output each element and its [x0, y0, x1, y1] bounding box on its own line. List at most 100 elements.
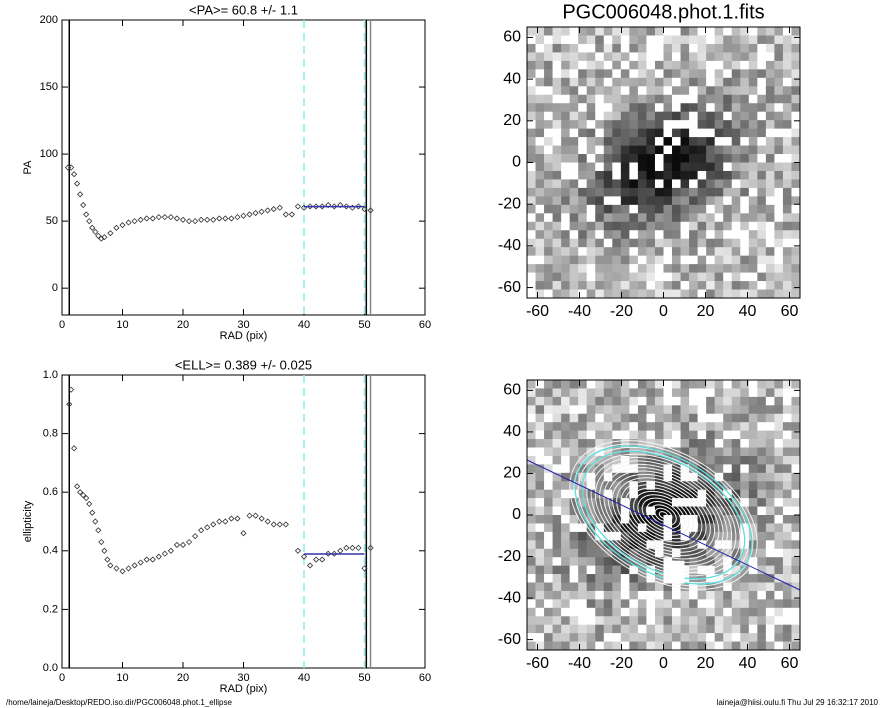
- pixel: [663, 187, 673, 197]
- pixel: [603, 204, 613, 214]
- pixel: [603, 238, 613, 248]
- pixel: [774, 128, 784, 138]
- pixel: [697, 607, 707, 617]
- pixel: [603, 170, 613, 180]
- pixel: [689, 548, 698, 558]
- pixel: [731, 405, 741, 415]
- pixel: [637, 405, 647, 415]
- pixel: [748, 481, 758, 490]
- data-point: [258, 515, 265, 522]
- pixel: [637, 264, 647, 273]
- pixel: [689, 264, 698, 273]
- pixel: [578, 289, 588, 299]
- data-point: [161, 214, 168, 221]
- pixel: [578, 43, 588, 53]
- pixel: [723, 540, 733, 550]
- pixel: [680, 27, 690, 36]
- pixel: [629, 272, 639, 282]
- pixel: [672, 540, 681, 550]
- pixel: [586, 289, 596, 299]
- pixel: [527, 60, 536, 70]
- pixel: [697, 464, 707, 474]
- pixel: [569, 137, 579, 146]
- pixel: [629, 187, 639, 197]
- pixel: [646, 616, 656, 625]
- pixel: [714, 489, 724, 499]
- pixel: [535, 238, 545, 248]
- data-point: [77, 191, 84, 198]
- pixel: [714, 472, 724, 482]
- pixel: [654, 396, 664, 406]
- pixel: [740, 247, 750, 256]
- pixel: [527, 624, 536, 634]
- pixel: [578, 272, 588, 282]
- pixel: [689, 128, 698, 138]
- pixel: [612, 69, 622, 79]
- footer-left: /home/laineja/Desktop/REDO.iso.dir/PGC00…: [6, 698, 232, 707]
- pixel: [748, 272, 758, 282]
- pixel: [680, 86, 690, 96]
- pixel: [714, 120, 724, 129]
- pixel: [680, 52, 690, 62]
- pixel: [620, 633, 630, 642]
- pixel: [535, 281, 545, 290]
- pixel: [595, 137, 605, 146]
- pixel: [723, 255, 733, 265]
- pixel: [654, 247, 664, 256]
- pixel: [544, 281, 553, 290]
- pixel: [544, 35, 553, 45]
- pixel: [637, 540, 647, 550]
- pixel: [663, 272, 673, 282]
- pixel: [629, 641, 639, 651]
- pixel: [672, 633, 681, 642]
- pixel: [714, 388, 724, 398]
- pixel: [689, 162, 698, 172]
- pixel: [714, 213, 724, 223]
- pixel: [706, 120, 715, 129]
- pixel: [774, 540, 784, 550]
- pixel: [535, 86, 545, 96]
- pixel: [689, 94, 698, 104]
- pixel: [663, 590, 673, 600]
- pixel: [646, 69, 656, 79]
- pixel: [654, 574, 664, 583]
- pixel: [765, 52, 775, 62]
- pixel: [552, 481, 562, 490]
- pixel: [791, 557, 801, 566]
- pixel: [672, 272, 681, 282]
- pixel: [629, 137, 639, 146]
- pixel: [595, 599, 605, 609]
- pixel: [765, 137, 775, 146]
- pixel: [535, 120, 545, 129]
- pixel: [714, 86, 724, 96]
- pixel: [595, 540, 605, 550]
- pixel: [654, 255, 664, 265]
- pixel: [544, 86, 553, 96]
- pixel: [672, 154, 681, 163]
- pixel: [569, 548, 579, 558]
- pixel: [791, 196, 801, 206]
- pixel: [782, 221, 792, 231]
- data-point: [337, 547, 344, 554]
- pixel: [586, 281, 596, 290]
- pixel: [654, 489, 664, 499]
- pixel: [680, 213, 690, 223]
- pixel: [672, 27, 681, 36]
- pixel: [731, 247, 741, 256]
- pixel: [791, 264, 801, 273]
- pixel: [620, 388, 630, 398]
- pixel: [689, 213, 698, 223]
- pixel: [544, 599, 553, 609]
- pixel: [731, 154, 741, 163]
- pixel: [561, 272, 570, 282]
- pixel: [774, 196, 784, 206]
- pixel: [731, 272, 741, 282]
- pixel: [723, 111, 733, 121]
- pixel: [586, 599, 596, 609]
- x-tick-label: 20: [177, 319, 189, 331]
- pixel: [765, 616, 775, 625]
- pixel: [603, 430, 613, 440]
- pixel: [578, 60, 588, 70]
- pixel: [663, 422, 673, 431]
- pixel: [629, 439, 639, 448]
